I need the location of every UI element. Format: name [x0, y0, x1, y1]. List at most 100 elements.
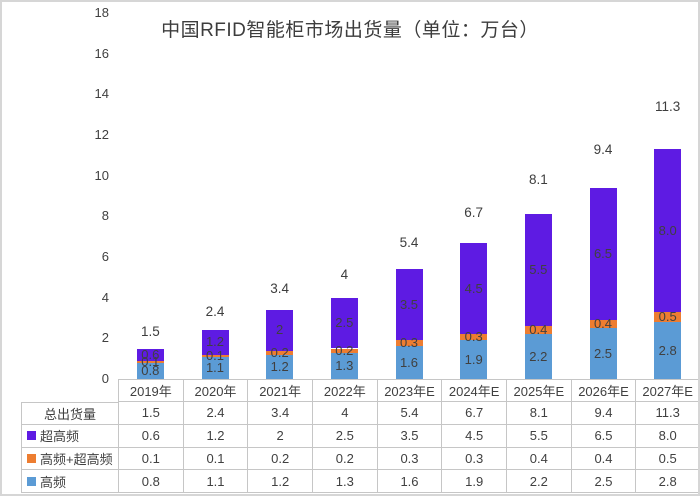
bar-total-label: 8.1 [528, 172, 548, 188]
y-tick-label: 4 [101, 289, 109, 305]
x-axis-label: 2022年 [312, 379, 377, 402]
table-cell: 0.2 [247, 447, 312, 471]
table-row-label: 高频 [21, 470, 118, 493]
bar-total-label: 11.3 [655, 98, 681, 114]
bar-segment-label: 1.1 [205, 359, 225, 375]
table-cell: 11.3 [635, 402, 698, 425]
table-cell: 5.4 [376, 402, 442, 425]
table-cell: 2.5 [570, 470, 636, 493]
bar-segment-label: 0.4 [593, 316, 613, 332]
bar-segment [460, 242, 488, 335]
bar-segment [654, 322, 682, 379]
table-row-label-text: 高频+超高频 [40, 451, 113, 467]
table-cell: 3.4 [247, 402, 312, 425]
y-tick-label: 10 [94, 167, 109, 183]
bar-segment [136, 348, 164, 361]
x-axis-label: 2021年 [247, 379, 312, 402]
table-row-label-text: 高频 [40, 474, 67, 490]
bar-total-label: 2.4 [205, 303, 225, 319]
bar-segment-label: 1.2 [270, 358, 289, 374]
table-cell: 6.5 [570, 424, 636, 448]
table-cell: 0.1 [182, 447, 248, 471]
bar-segment-label: 8.0 [658, 222, 677, 238]
table-cell: 1.1 [182, 470, 248, 493]
bar-segment-label: 0.1 [141, 353, 160, 369]
bar-segment-label: 4.5 [464, 280, 483, 296]
bar-segment [524, 326, 552, 335]
y-tick-label: 6 [101, 249, 109, 264]
bar-segment [201, 356, 229, 379]
table-cell: 2.5 [312, 424, 377, 448]
bar-total-label: 3.4 [270, 280, 290, 296]
bar-segment-label: 5.5 [529, 262, 548, 278]
table-cell: 2.4 [182, 402, 248, 425]
bar-total-label: 4 [340, 266, 349, 282]
y-tick-label: 8 [101, 208, 109, 224]
table-cell: 6.7 [441, 402, 506, 425]
table-cell: 9.4 [570, 402, 636, 425]
bar-segment-label: 2.5 [335, 315, 354, 331]
y-tick-label: 2 [101, 330, 109, 346]
bar-segment-label: 0.4 [529, 322, 548, 338]
bar-segment [395, 269, 423, 341]
table-cell: 8.0 [635, 424, 698, 448]
bar-segment [589, 187, 617, 321]
bar-segment [589, 320, 617, 329]
table-cell: 0.2 [312, 447, 377, 471]
x-axis-label: 2019年 [118, 379, 183, 402]
bar-total-label: 1.5 [140, 324, 160, 340]
y-tick-label: 14 [94, 86, 109, 102]
bar-segment [266, 354, 294, 379]
y-tick-label: 0 [101, 371, 109, 386]
table-cell: 1.5 [118, 402, 183, 425]
table-row-label: 总出货量 [21, 402, 118, 425]
table-cell: 0.3 [441, 447, 506, 471]
bar-segment [266, 309, 294, 351]
table-row-label-text: 超高频 [40, 429, 80, 445]
bar-segment-label: 1.9 [464, 351, 483, 367]
bar-segment [395, 340, 423, 347]
bar-segment-label: 2.2 [529, 348, 548, 364]
table-row-label: 超高频 [21, 424, 118, 448]
y-tick-label: 18 [94, 5, 109, 20]
bar-segment-label: 0.3 [399, 335, 419, 351]
table-cell: 0.1 [118, 447, 183, 471]
table-cell: 1.2 [247, 470, 312, 493]
table-row-label-text: 总出货量 [43, 406, 96, 422]
bar-segment-label: 0.5 [658, 308, 677, 324]
table-cell: 1.9 [441, 470, 506, 493]
bar-segment [654, 311, 682, 323]
bar-total-label: 9.4 [593, 142, 613, 158]
table-cell: 3.5 [376, 424, 442, 448]
bar-segment-label: 0.2 [270, 344, 289, 360]
table-cell: 0.8 [118, 470, 183, 493]
bar-segment-label: 0.8 [141, 362, 160, 378]
bar-segment-label: 1.6 [399, 354, 419, 370]
x-axis-label: 2024年E [441, 379, 506, 402]
bar-segment-label: 2.5 [593, 345, 613, 361]
table-cell: 0.6 [118, 424, 183, 448]
bar-segment [524, 334, 552, 379]
table-cell: 2.2 [506, 470, 571, 493]
x-axis-label: 2027年E [635, 379, 698, 402]
table-cell: 0.4 [570, 447, 636, 471]
bar-segment [201, 330, 229, 355]
bar-segment [654, 149, 682, 312]
table-cell: 2 [247, 424, 312, 448]
table-cell: 1.3 [312, 470, 377, 493]
table-cell: 1.6 [376, 470, 442, 493]
bar-total-label: 6.7 [464, 204, 484, 220]
table-cell: 2.8 [635, 470, 698, 493]
bar-segment-label: 0.1 [205, 347, 225, 363]
table-cell: 4.5 [441, 424, 506, 448]
bar-segment [330, 297, 358, 349]
x-axis-label: 2023年E [376, 379, 442, 402]
table-cell: 4 [312, 402, 377, 425]
x-axis-label: 2025年E [506, 379, 571, 402]
bar-segment [266, 350, 294, 355]
y-tick-label: 12 [94, 127, 109, 142]
bar-segment [460, 340, 488, 379]
table-cell: 0.4 [506, 447, 571, 471]
legend-swatch [27, 431, 36, 441]
